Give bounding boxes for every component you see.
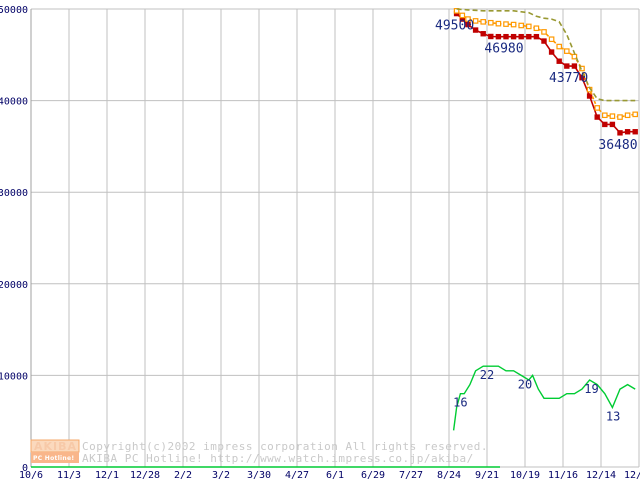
- series-shop-count: [452, 365, 636, 431]
- x-tick-label: 9/21: [475, 470, 499, 480]
- series-max-price: [456, 8, 636, 102]
- x-tick-label: 6/1: [326, 470, 344, 480]
- x-tick-label: 3/2: [212, 470, 230, 480]
- data-point-marker: [602, 121, 608, 128]
- y-tick-label: 10000: [0, 371, 28, 382]
- x-tick-label: 4/27: [285, 470, 309, 480]
- data-point-marker: [488, 19, 494, 26]
- data-point-marker: [465, 21, 471, 28]
- x-tick-label: 11/3: [57, 470, 81, 480]
- grid-lines: [30, 8, 640, 468]
- data-point-marker: [533, 25, 540, 32]
- data-point-marker: [510, 21, 517, 28]
- copyright-line: Copyright(c)2002 impress corporation All…: [82, 440, 488, 453]
- x-tick-label: 2/2: [174, 470, 192, 480]
- data-value-label: 43770: [549, 71, 588, 86]
- data-point-marker: [632, 111, 639, 118]
- y-tick-label: 0: [22, 463, 28, 474]
- series-min-price: [453, 10, 638, 136]
- data-point-labels: 49500 46980 43770 36480 16 22 20 19 13: [435, 19, 638, 424]
- site-url-line: AKIBA PC Hotline! http://www.watch.impre…: [82, 452, 474, 465]
- logo-subtitle: PC Hotline!: [33, 455, 74, 462]
- data-value-label: 22: [480, 368, 494, 382]
- data-value-label: 13: [606, 409, 620, 423]
- data-point-marker: [617, 114, 623, 120]
- data-point-marker: [579, 65, 585, 72]
- data-point-marker: [459, 12, 466, 19]
- data-point-marker: [617, 130, 623, 136]
- x-tick-label: 12/28: [130, 470, 160, 480]
- data-value-label: 16: [453, 396, 467, 410]
- y-tick-label: 30000: [0, 188, 28, 199]
- data-point-marker: [495, 33, 502, 40]
- data-point-marker: [541, 29, 547, 35]
- data-point-marker: [495, 20, 502, 27]
- data-point-marker: [624, 112, 631, 119]
- logo-badge-bottom: [31, 452, 79, 463]
- data-point-marker: [503, 21, 509, 27]
- data-point-marker: [525, 23, 532, 30]
- data-point-marker: [480, 31, 486, 37]
- data-point-marker: [465, 16, 471, 22]
- series-line: [452, 365, 636, 431]
- data-point-marker: [518, 33, 524, 40]
- data-point-marker: [624, 129, 631, 135]
- series-line: [456, 8, 636, 102]
- x-axis-ticks: 10/6 11/3 12/1 12/28 2/2 3/2 3/30 4/27 6/1 6/29 7/…: [19, 470, 640, 480]
- data-point-marker: [541, 38, 547, 44]
- logo-title: AKIBA: [34, 440, 77, 453]
- data-point-marker: [601, 112, 608, 119]
- data-point-marker: [533, 33, 540, 40]
- data-value-label: 19: [584, 382, 598, 396]
- data-point-marker: [488, 33, 494, 40]
- data-point-marker: [548, 49, 555, 55]
- data-point-marker: [563, 48, 570, 54]
- data-point-marker: [564, 63, 570, 69]
- x-tick-label: 10/6: [19, 470, 43, 480]
- x-tick-label: 3/30: [247, 470, 271, 480]
- x-tick-label: 8/24: [437, 470, 461, 480]
- data-point-marker: [472, 18, 479, 24]
- data-point-marker: [609, 121, 616, 128]
- y-tick-label: 40000: [0, 97, 28, 108]
- y-axis-ticks: 0 10000 20000 30000 40000 50000: [0, 5, 28, 474]
- data-point-marker: [594, 114, 600, 120]
- data-point-marker: [548, 36, 555, 43]
- data-point-marker: [609, 113, 616, 119]
- data-point-marker: [503, 33, 509, 40]
- data-value-label: 49500: [435, 19, 474, 34]
- x-tick-label: 10/19: [510, 470, 540, 480]
- data-point-marker: [556, 43, 563, 50]
- data-point-marker: [518, 22, 525, 29]
- data-value-label: 20: [518, 377, 532, 391]
- data-point-marker: [472, 27, 479, 33]
- y-tick-label: 20000: [0, 280, 28, 291]
- x-tick-label: 6/29: [361, 470, 385, 480]
- data-value-label: 36480: [598, 138, 637, 153]
- x-tick-label: 12/21: [624, 470, 640, 480]
- x-tick-label: 12/14: [586, 470, 616, 480]
- data-point-marker: [632, 129, 638, 135]
- data-point-marker: [579, 75, 585, 81]
- data-point-marker: [453, 8, 460, 14]
- data-series-layer: [452, 8, 639, 431]
- data-point-marker: [586, 93, 593, 99]
- y-tick-label: 50000: [0, 5, 28, 16]
- data-point-marker: [526, 33, 532, 40]
- x-tick-label: 12/1: [95, 470, 119, 480]
- data-point-marker: [594, 105, 601, 111]
- series-avg-price: [453, 8, 639, 120]
- data-point-marker: [556, 58, 562, 64]
- x-tick-label: 11/16: [548, 470, 578, 480]
- data-value-label: 46980: [484, 42, 523, 57]
- data-point-marker: [571, 63, 578, 69]
- data-point-marker: [480, 19, 487, 25]
- footer-watermark: AKIBA PC Hotline! Copyright(c)2002 impre…: [30, 439, 500, 468]
- x-tick-label: 7/27: [399, 470, 423, 480]
- data-point-marker: [510, 33, 517, 40]
